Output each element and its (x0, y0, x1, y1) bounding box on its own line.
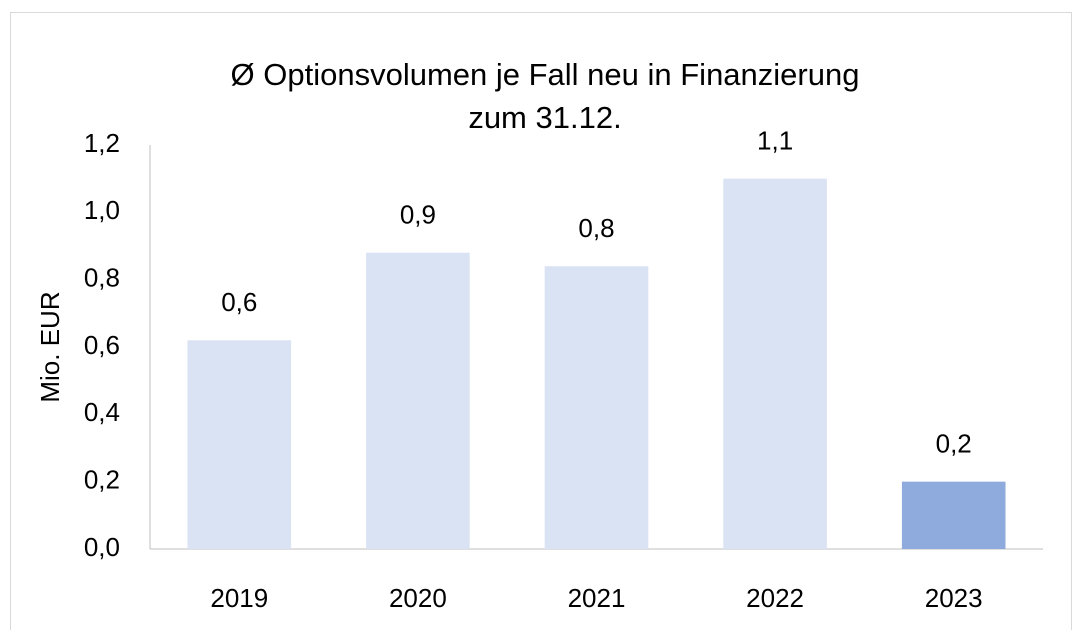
x-tick-label: 2022 (746, 583, 804, 613)
y-axis-label: Mio. EUR (35, 291, 65, 402)
y-tick-label: 1,2 (84, 128, 120, 158)
chart-title: Ø Optionsvolumen je Fall neu in Finanzie… (231, 57, 860, 92)
x-tick-label: 2021 (568, 583, 626, 613)
value-label: 1,1 (757, 126, 793, 156)
x-tick-label: 2023 (925, 583, 983, 613)
bar (901, 481, 1006, 549)
x-tick-label: 2019 (210, 583, 268, 613)
bar (544, 266, 649, 549)
y-tick-label: 0,4 (84, 397, 120, 427)
bar (187, 340, 292, 549)
y-tick-label: 0,0 (84, 532, 120, 562)
y-tick-label: 0,8 (84, 263, 120, 293)
bar (366, 252, 470, 549)
value-label: 0,2 (936, 429, 972, 459)
value-label: 0,6 (221, 287, 257, 317)
value-label: 0,9 (400, 200, 436, 230)
y-tick-label: 1,0 (84, 195, 120, 225)
chart-title: zum 31.12. (468, 100, 621, 135)
y-tick-label: 0,6 (84, 330, 120, 360)
value-label: 0,8 (578, 213, 614, 243)
y-tick-label: 0,2 (84, 465, 120, 495)
x-tick-label: 2020 (389, 583, 447, 613)
bar (723, 178, 827, 549)
